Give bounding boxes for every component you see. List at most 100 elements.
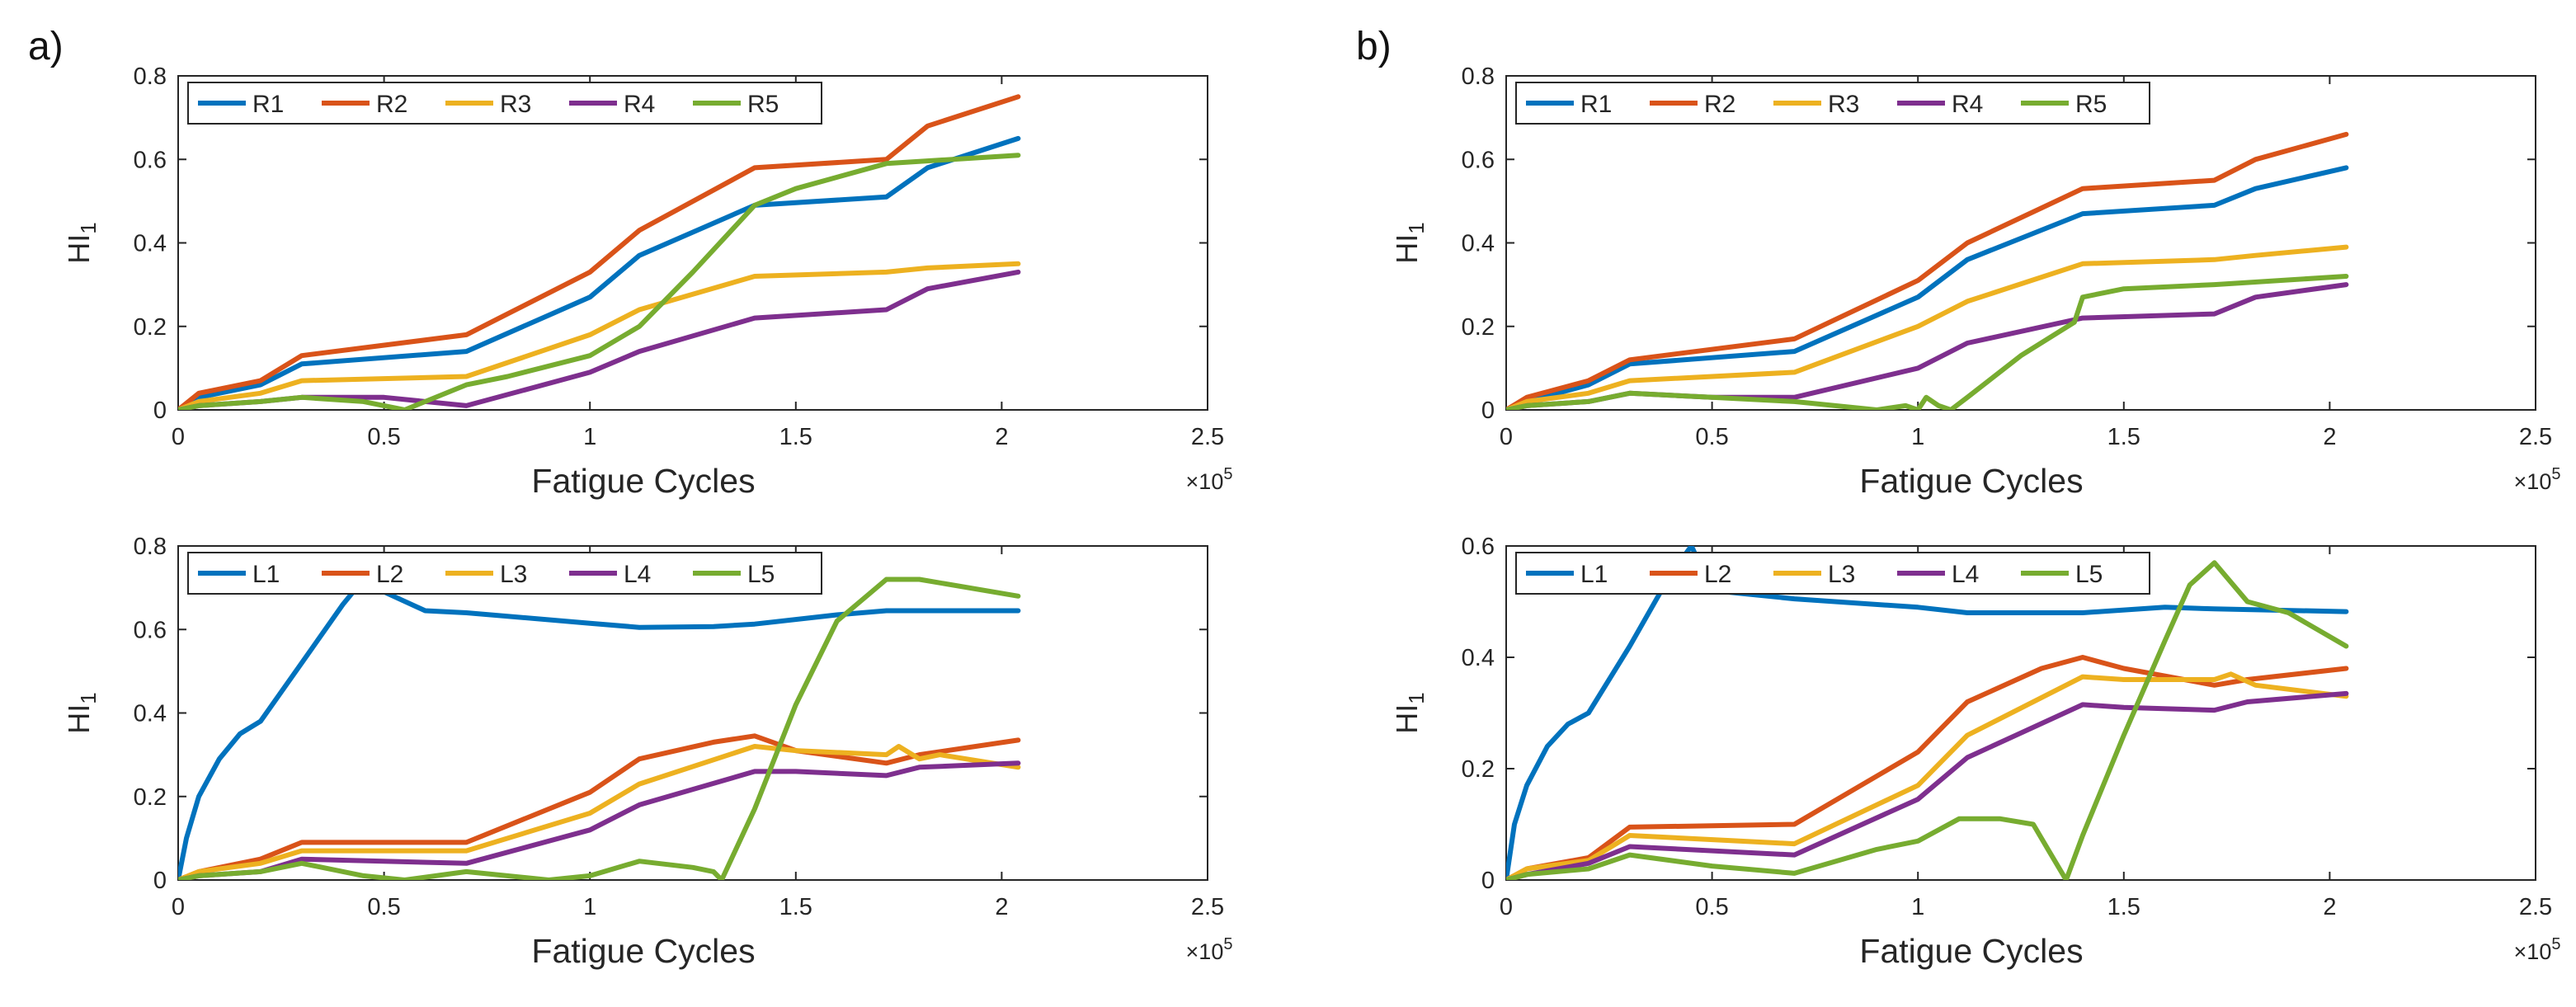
legend-label-R5: R5 (747, 91, 779, 118)
legend-label-R4: R4 (1952, 91, 1983, 118)
series-lines (1506, 131, 2349, 410)
y-tick-label: 0 (153, 868, 167, 894)
y-tick-label: 0.6 (134, 147, 167, 173)
y-tick-label: 0 (153, 398, 167, 424)
legend-label-L2: L2 (1704, 561, 1731, 588)
x-axis-label: Fatigue Cycles (1859, 462, 2083, 500)
x-tick-label: 0.5 (1695, 894, 1728, 920)
series-line-R5 (1506, 274, 2349, 410)
x-tick-label: 1 (583, 424, 596, 450)
y-axis-label: HI1 (1390, 222, 1429, 263)
x-tick-label: 1.5 (779, 424, 812, 450)
series-line-R5 (178, 153, 1021, 410)
legend-label-R4: R4 (624, 91, 655, 118)
series-line-L3 (1506, 671, 2349, 880)
legend-label-L4: L4 (624, 561, 651, 588)
x-multiplier: ×105 (1186, 465, 1233, 494)
legend: R1 R2 R3 R4 R5 (1515, 82, 2150, 125)
legend: R1 R2 R3 R4 R5 (187, 82, 822, 125)
series-lines (178, 94, 1021, 410)
series-line-L5 (178, 576, 1021, 880)
legend-label-L5: L5 (747, 561, 775, 588)
legend-label-R2: R2 (1704, 91, 1735, 118)
x-tick-label: 2.5 (2519, 894, 2552, 920)
series-line-L4 (1506, 690, 2349, 880)
plot-area (177, 545, 1208, 881)
legend-label-R3: R3 (1828, 91, 1859, 118)
series-line-R1 (1506, 165, 2349, 410)
x-tick-label: 1.5 (2107, 424, 2140, 450)
series-line-R2 (1506, 131, 2349, 410)
y-tick-label: 0 (1481, 398, 1495, 424)
x-tick-label: 1.5 (779, 894, 812, 920)
y-axis-label: HI1 (62, 692, 101, 733)
x-multiplier: ×105 (1186, 935, 1233, 964)
plot-area (177, 75, 1208, 411)
series-line-R3 (1506, 244, 2349, 410)
legend-label-L3: L3 (1828, 561, 1855, 588)
y-tick-label: 0.2 (134, 314, 167, 341)
legend-label-R3: R3 (500, 91, 531, 118)
y-tick-label: 0.2 (1462, 756, 1495, 783)
y-tick-label: 0.2 (1462, 314, 1495, 341)
y-tick-label: 0.4 (134, 701, 167, 727)
panel-label-a: a) (28, 25, 64, 68)
legend-label-L5: L5 (2075, 561, 2103, 588)
chart-a-bottom: 0 0.5 1 1.5 2 2.5 0 0.2 0.4 0.6 0.8 Fatigue Cycles H… (62, 534, 1232, 970)
x-axis-label: Fatigue Cycles (531, 462, 755, 500)
legend-label-R2: R2 (376, 91, 407, 118)
y-axis-label: HI1 (62, 222, 101, 263)
x-tick-label: 2.5 (1191, 424, 1224, 450)
legend-label-L4: L4 (1952, 561, 1979, 588)
x-tick-label: 1 (583, 894, 596, 920)
y-tick-label: 0.4 (134, 231, 167, 257)
x-tick-label: 0 (172, 894, 185, 920)
x-tick-label: 0 (172, 424, 185, 450)
x-tick-label: 2 (995, 424, 1008, 450)
series-line-L2 (178, 733, 1021, 880)
y-tick-label: 0.8 (134, 64, 167, 90)
y-tick-label: 0.6 (1462, 147, 1495, 173)
series-line-R2 (178, 94, 1021, 410)
x-tick-label: 2.5 (1191, 894, 1224, 920)
series-line-R1 (178, 135, 1021, 410)
y-tick-label: 0.6 (1462, 534, 1495, 560)
legend-label-L1: L1 (1580, 561, 1608, 588)
x-tick-label: 2 (2323, 894, 2336, 920)
x-tick-label: 0.5 (1695, 424, 1728, 450)
panel-label-b: b) (1356, 25, 1392, 68)
series-line-R3 (178, 261, 1021, 410)
chart-a-top: 0 0.5 1 1.5 2 2.5 0 0.2 0.4 0.6 0.8 Fatigue Cycles H… (62, 64, 1232, 500)
y-tick-label: 0 (1481, 868, 1495, 894)
legend-label-R5: R5 (2075, 91, 2107, 118)
x-tick-label: 0 (1500, 894, 1513, 920)
y-tick-label: 0.6 (134, 617, 167, 643)
series-line-L3 (178, 744, 1021, 880)
y-tick-label: 0.2 (134, 784, 167, 811)
legend-label-R1: R1 (252, 91, 284, 118)
charts: 0 0.5 1 1.5 2 2.5 0 0.2 0.4 0.6 0.8 Fatigue Cycles H… (62, 64, 2560, 970)
x-axis-label: Fatigue Cycles (531, 932, 755, 970)
y-tick-label: 0.4 (1462, 645, 1495, 671)
legend-label-L2: L2 (376, 561, 403, 588)
legend-label-L1: L1 (252, 561, 280, 588)
x-axis-label: Fatigue Cycles (1859, 932, 2083, 970)
y-tick-label: 0.8 (1462, 64, 1495, 90)
x-multiplier: ×105 (2514, 935, 2561, 964)
legend: L1 L2 L3 L4 L5 (187, 552, 822, 595)
x-tick-label: 2 (2323, 424, 2336, 450)
x-tick-label: 0 (1500, 424, 1513, 450)
series-line-L5 (1506, 560, 2349, 880)
x-tick-label: 0.5 (367, 894, 400, 920)
chart-b-top: 0 0.5 1 1.5 2 2.5 0 0.2 0.4 0.6 0.8 Fatigue Cycles H… (1390, 64, 2560, 500)
legend-label-L3: L3 (500, 561, 527, 588)
x-tick-label: 1 (1911, 894, 1924, 920)
x-tick-label: 2 (995, 894, 1008, 920)
x-tick-label: 1 (1911, 424, 1924, 450)
x-tick-label: 1.5 (2107, 894, 2140, 920)
x-tick-label: 0.5 (367, 424, 400, 450)
y-tick-label: 0.8 (134, 534, 167, 560)
x-tick-label: 2.5 (2519, 424, 2552, 450)
y-tick-label: 0.4 (1462, 231, 1495, 257)
